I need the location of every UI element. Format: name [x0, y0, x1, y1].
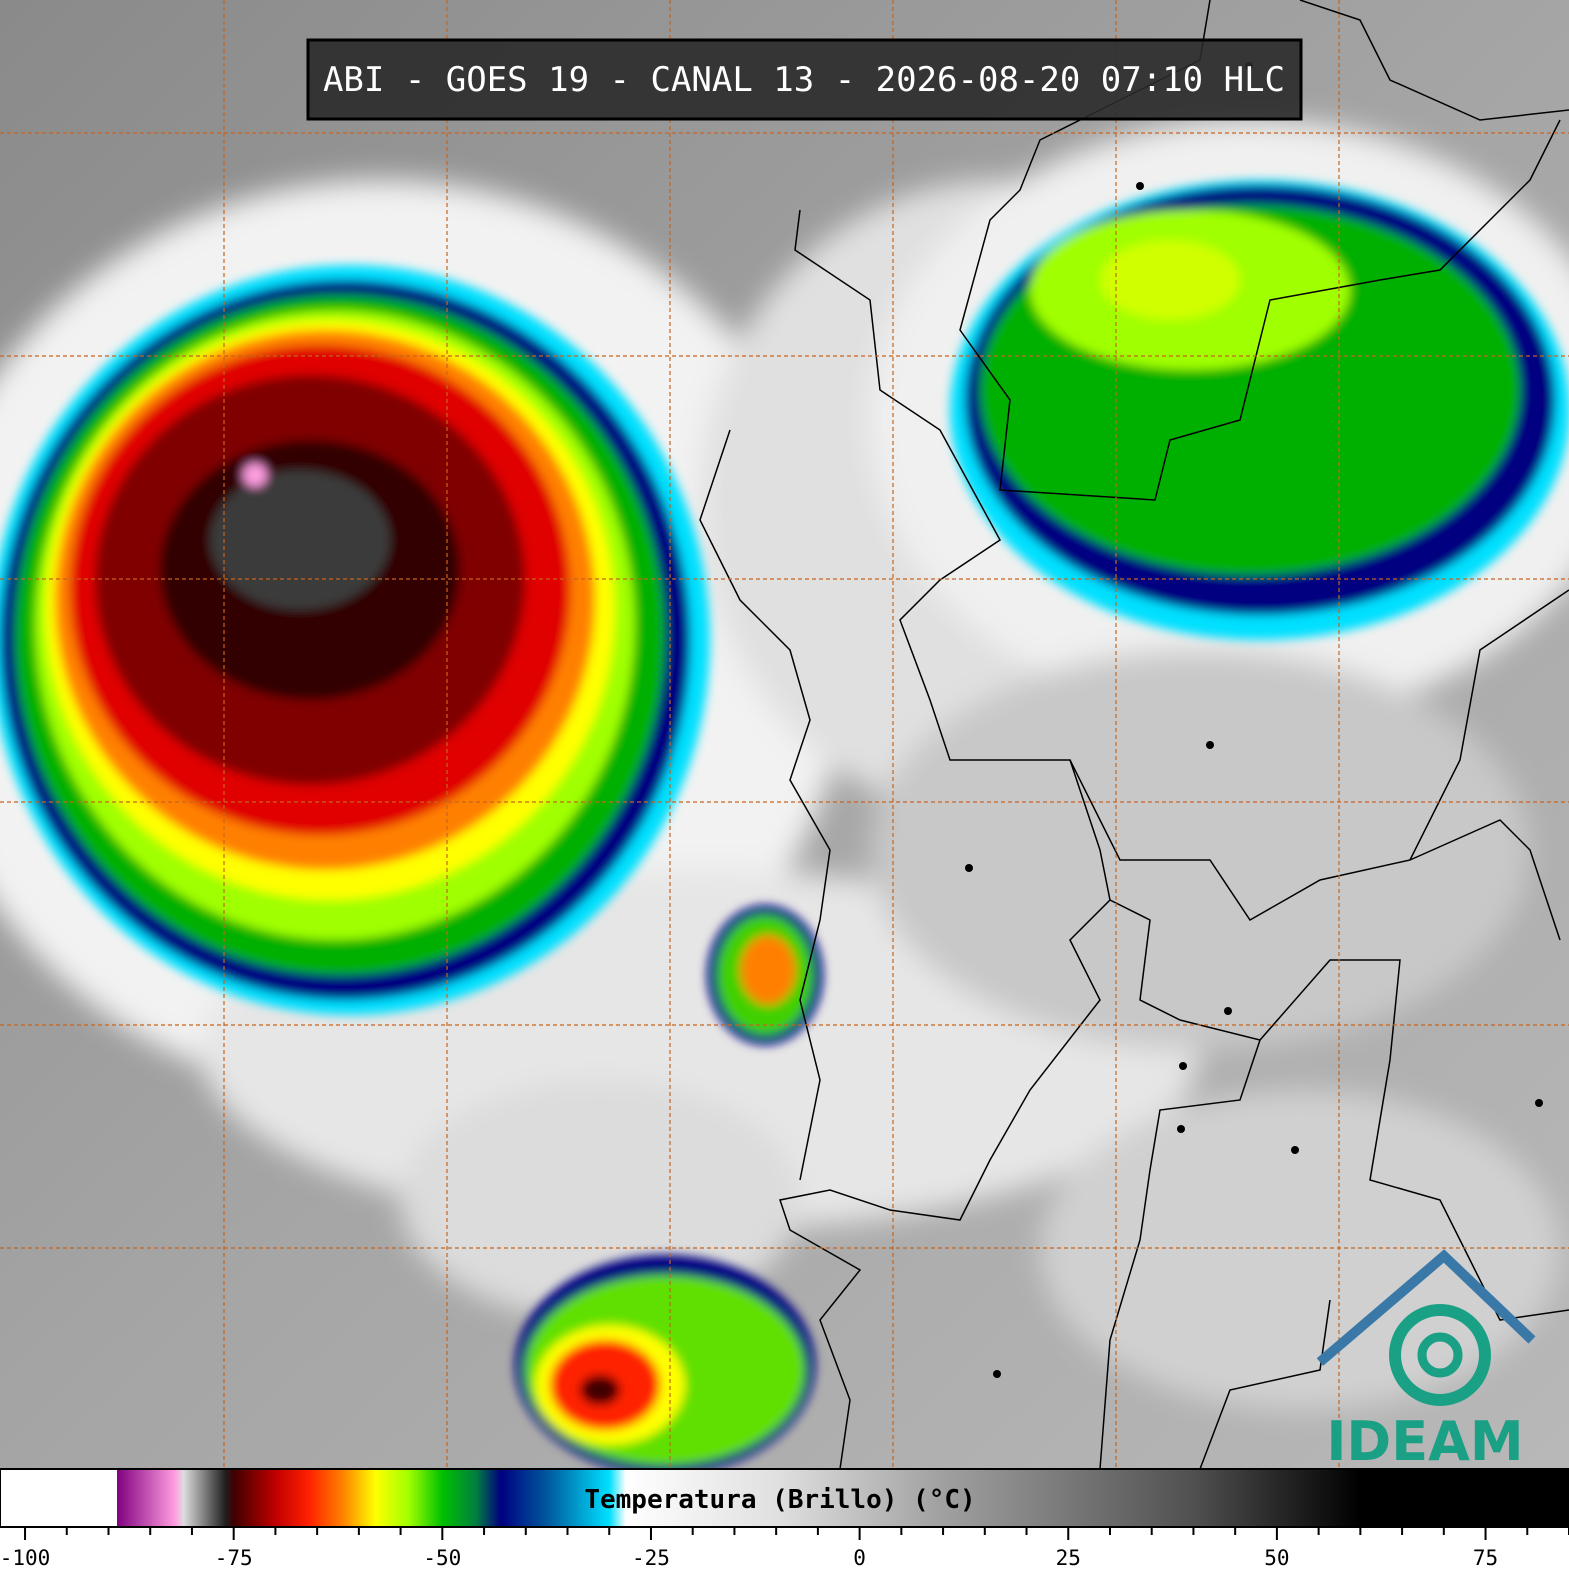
tick-label: -100 — [0, 1546, 50, 1570]
colorbar-box — [0, 1468, 1569, 1528]
logo: IDEAM — [1316, 1249, 1536, 1473]
colorbar: Temperatura (Brillo) (°C) -100 -75 -50 -25 0… — [0, 1468, 1569, 1570]
graticule — [0, 0, 1569, 1469]
title-box — [306, 38, 1303, 121]
tick-label: -50 — [423, 1546, 461, 1570]
logo-text: IDEAM — [1326, 1410, 1523, 1473]
title: ABI - GOES 19 - CANAL 13 - 2026-08-20 07… — [323, 60, 1285, 100]
tick-label: 75 — [1473, 1546, 1498, 1570]
storm-northeast — [950, 180, 1569, 640]
storm-south — [515, 1255, 815, 1475]
tick-label: -25 — [632, 1546, 670, 1570]
tick-label: -75 — [215, 1546, 253, 1570]
map: ABI - GOES 19 - CANAL 13 - 2026-08-20 07… — [0, 0, 1569, 1475]
tick-label: 25 — [1056, 1546, 1081, 1570]
storm-main — [0, 265, 710, 1015]
storm-small — [707, 905, 823, 1045]
colorbar-label: Temperatura (Brillo) (°C) — [584, 1485, 975, 1515]
tick-label: 50 — [1264, 1546, 1289, 1570]
tick-label: 0 — [853, 1546, 866, 1570]
